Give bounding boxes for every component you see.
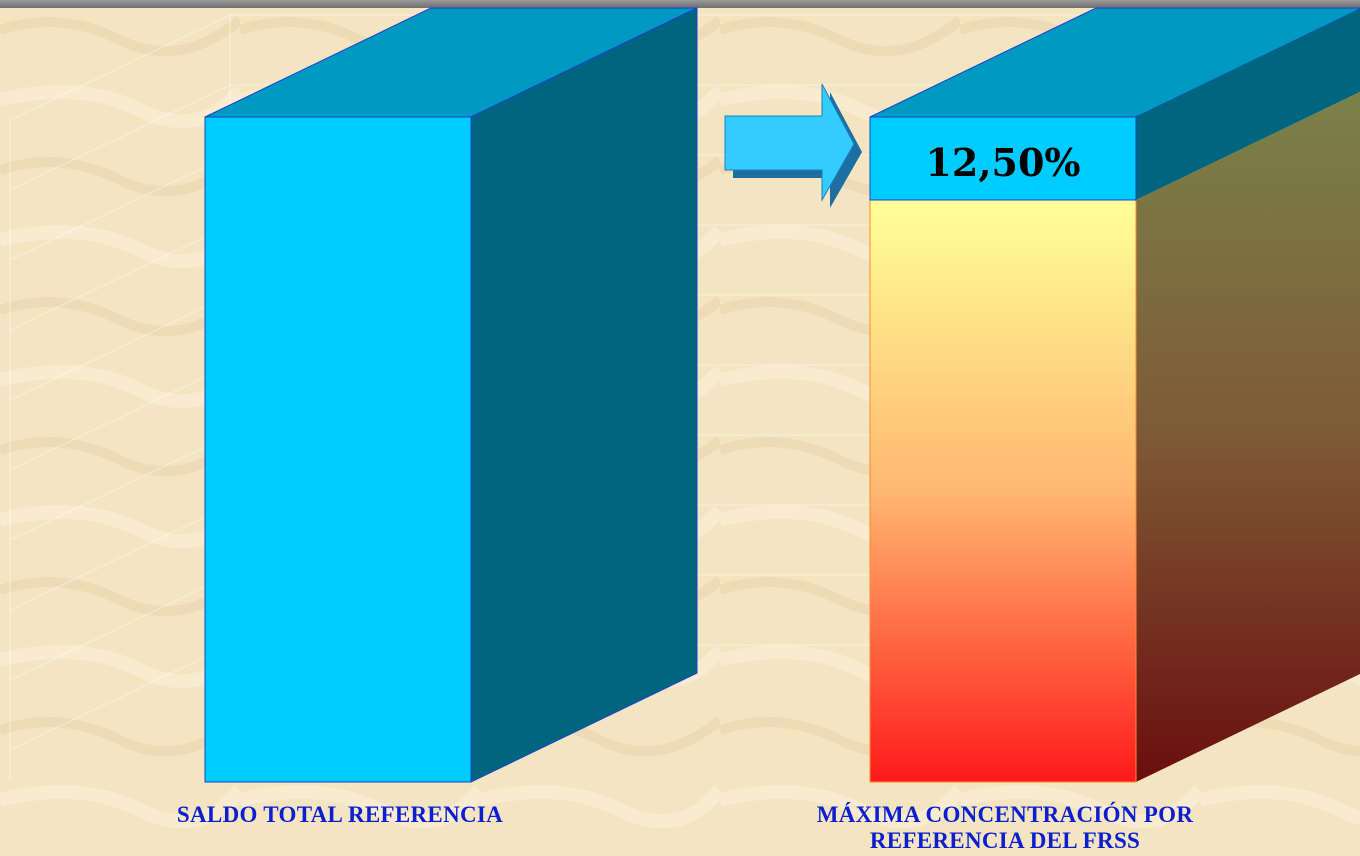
bar-saldo-total bbox=[204, 7, 698, 783]
category-label-line-2: REFERENCIA DEL FRSS bbox=[869, 828, 1141, 853]
top-border-strip bbox=[0, 0, 1360, 8]
bar-saldo-total-front bbox=[204, 116, 472, 783]
bar-maxima-remaining bbox=[869, 199, 1137, 783]
bar-maxima-highlight-segment bbox=[869, 116, 1137, 201]
category-label-line-1: MÁXIMA CONCENTRACIÓN POR bbox=[816, 802, 1194, 827]
bar-saldo-total-side bbox=[470, 7, 698, 783]
bar-maxima-concentracion bbox=[869, 7, 1360, 783]
bar-maxima-side-upper bbox=[1136, 8, 1360, 200]
category-label-saldo-total: SALDO TOTAL REFERENCIA bbox=[176, 802, 504, 827]
arrow-right-icon bbox=[724, 83, 862, 208]
percentage-data-label: 12,50% bbox=[925, 140, 1081, 185]
category-label-maxima-concentracion: MÁXIMA CONCENTRACIÓN POR REFERENCIA DEL … bbox=[660, 802, 1350, 854]
bar-maxima-side-lower bbox=[1136, 91, 1360, 782]
